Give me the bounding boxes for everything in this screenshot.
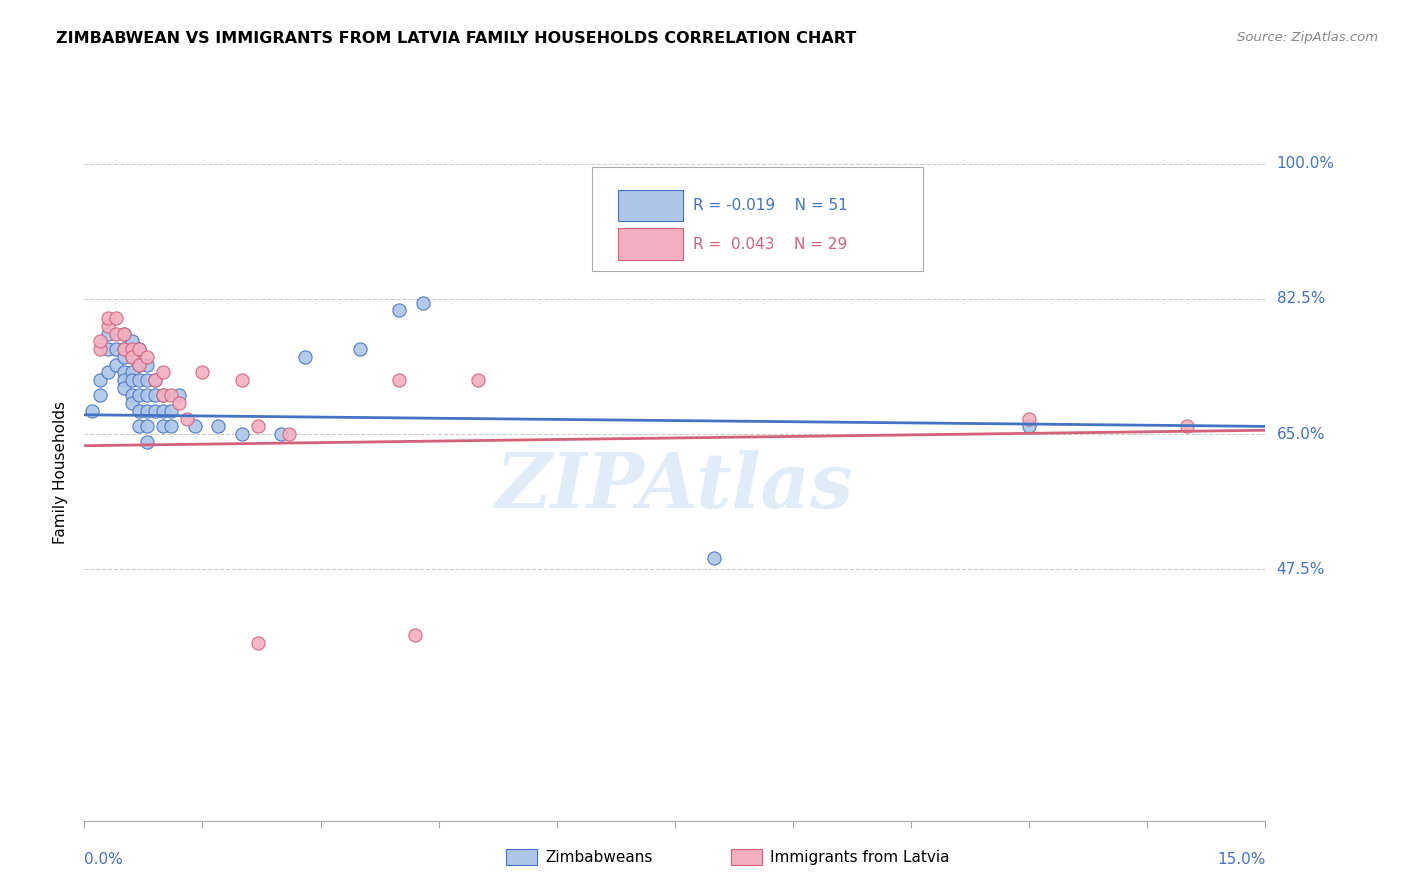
Text: ZIMBABWEAN VS IMMIGRANTS FROM LATVIA FAMILY HOUSEHOLDS CORRELATION CHART: ZIMBABWEAN VS IMMIGRANTS FROM LATVIA FAM… xyxy=(56,31,856,46)
FancyBboxPatch shape xyxy=(619,228,683,260)
Point xyxy=(270,427,292,442)
Point xyxy=(136,350,159,364)
Point xyxy=(231,427,253,442)
Point xyxy=(112,350,135,364)
Point xyxy=(404,628,426,642)
Point xyxy=(121,396,143,410)
Point xyxy=(167,388,190,402)
Point xyxy=(121,350,143,364)
Point xyxy=(278,427,301,442)
Point xyxy=(112,326,135,341)
Point xyxy=(152,388,174,402)
Point xyxy=(97,342,120,356)
Text: 82.5%: 82.5% xyxy=(1277,292,1324,306)
Point xyxy=(121,342,143,356)
Point xyxy=(703,550,725,565)
Point xyxy=(121,334,143,349)
Point xyxy=(128,342,150,356)
Point xyxy=(143,373,166,387)
Text: R =  0.043    N = 29: R = 0.043 N = 29 xyxy=(693,236,846,252)
Point xyxy=(112,342,135,356)
Point xyxy=(97,326,120,341)
Text: 15.0%: 15.0% xyxy=(1218,852,1265,866)
Point xyxy=(128,342,150,356)
Point xyxy=(160,404,183,418)
Point xyxy=(136,373,159,387)
Point xyxy=(176,411,198,425)
Point xyxy=(112,342,135,356)
Text: 0.0%: 0.0% xyxy=(84,852,124,866)
Text: 47.5%: 47.5% xyxy=(1277,562,1324,577)
Point xyxy=(82,404,104,418)
Y-axis label: Family Households: Family Households xyxy=(53,401,69,544)
Text: Zimbabweans: Zimbabweans xyxy=(546,850,652,864)
Point xyxy=(167,396,190,410)
Point xyxy=(246,419,269,434)
Point xyxy=(136,388,159,402)
Point xyxy=(112,326,135,341)
Point xyxy=(136,358,159,372)
FancyBboxPatch shape xyxy=(619,190,683,221)
Point xyxy=(128,373,150,387)
Point xyxy=(104,342,127,356)
Point xyxy=(467,373,489,387)
Point xyxy=(191,365,214,379)
Point xyxy=(128,419,150,434)
Point xyxy=(89,388,111,402)
Point xyxy=(143,388,166,402)
Text: ZIPAtlas: ZIPAtlas xyxy=(496,450,853,524)
Point xyxy=(143,404,166,418)
Point xyxy=(207,419,229,434)
Point xyxy=(152,365,174,379)
Point xyxy=(89,334,111,349)
FancyBboxPatch shape xyxy=(592,167,922,271)
Point xyxy=(183,419,205,434)
Point xyxy=(121,388,143,402)
Point xyxy=(294,350,316,364)
Point xyxy=(152,404,174,418)
Point xyxy=(128,388,150,402)
Point xyxy=(112,365,135,379)
Text: R = -0.019    N = 51: R = -0.019 N = 51 xyxy=(693,198,848,212)
Point xyxy=(104,326,127,341)
Point xyxy=(143,373,166,387)
Point xyxy=(388,303,411,318)
Text: 65.0%: 65.0% xyxy=(1277,426,1324,442)
Point xyxy=(128,358,150,372)
Point xyxy=(89,373,111,387)
Point xyxy=(136,434,159,449)
Point xyxy=(121,365,143,379)
Point xyxy=(89,342,111,356)
Point xyxy=(104,358,127,372)
Point xyxy=(160,388,183,402)
Point xyxy=(112,373,135,387)
Point xyxy=(388,373,411,387)
Point xyxy=(97,365,120,379)
Point xyxy=(112,381,135,395)
Point xyxy=(231,373,253,387)
Point xyxy=(121,373,143,387)
Text: Immigrants from Latvia: Immigrants from Latvia xyxy=(770,850,950,864)
Point xyxy=(160,419,183,434)
Point xyxy=(121,350,143,364)
Point xyxy=(152,419,174,434)
Point xyxy=(97,318,120,333)
Point xyxy=(104,311,127,326)
Point xyxy=(1175,419,1198,434)
Point xyxy=(1018,411,1040,425)
Point xyxy=(136,419,159,434)
Point xyxy=(128,358,150,372)
Point xyxy=(1018,419,1040,434)
Point xyxy=(349,342,371,356)
Point xyxy=(412,295,434,310)
Point xyxy=(152,388,174,402)
Text: Source: ZipAtlas.com: Source: ZipAtlas.com xyxy=(1237,31,1378,45)
Point xyxy=(97,311,120,326)
Text: 100.0%: 100.0% xyxy=(1277,156,1334,171)
Point xyxy=(136,404,159,418)
Point xyxy=(246,636,269,650)
Point xyxy=(128,404,150,418)
